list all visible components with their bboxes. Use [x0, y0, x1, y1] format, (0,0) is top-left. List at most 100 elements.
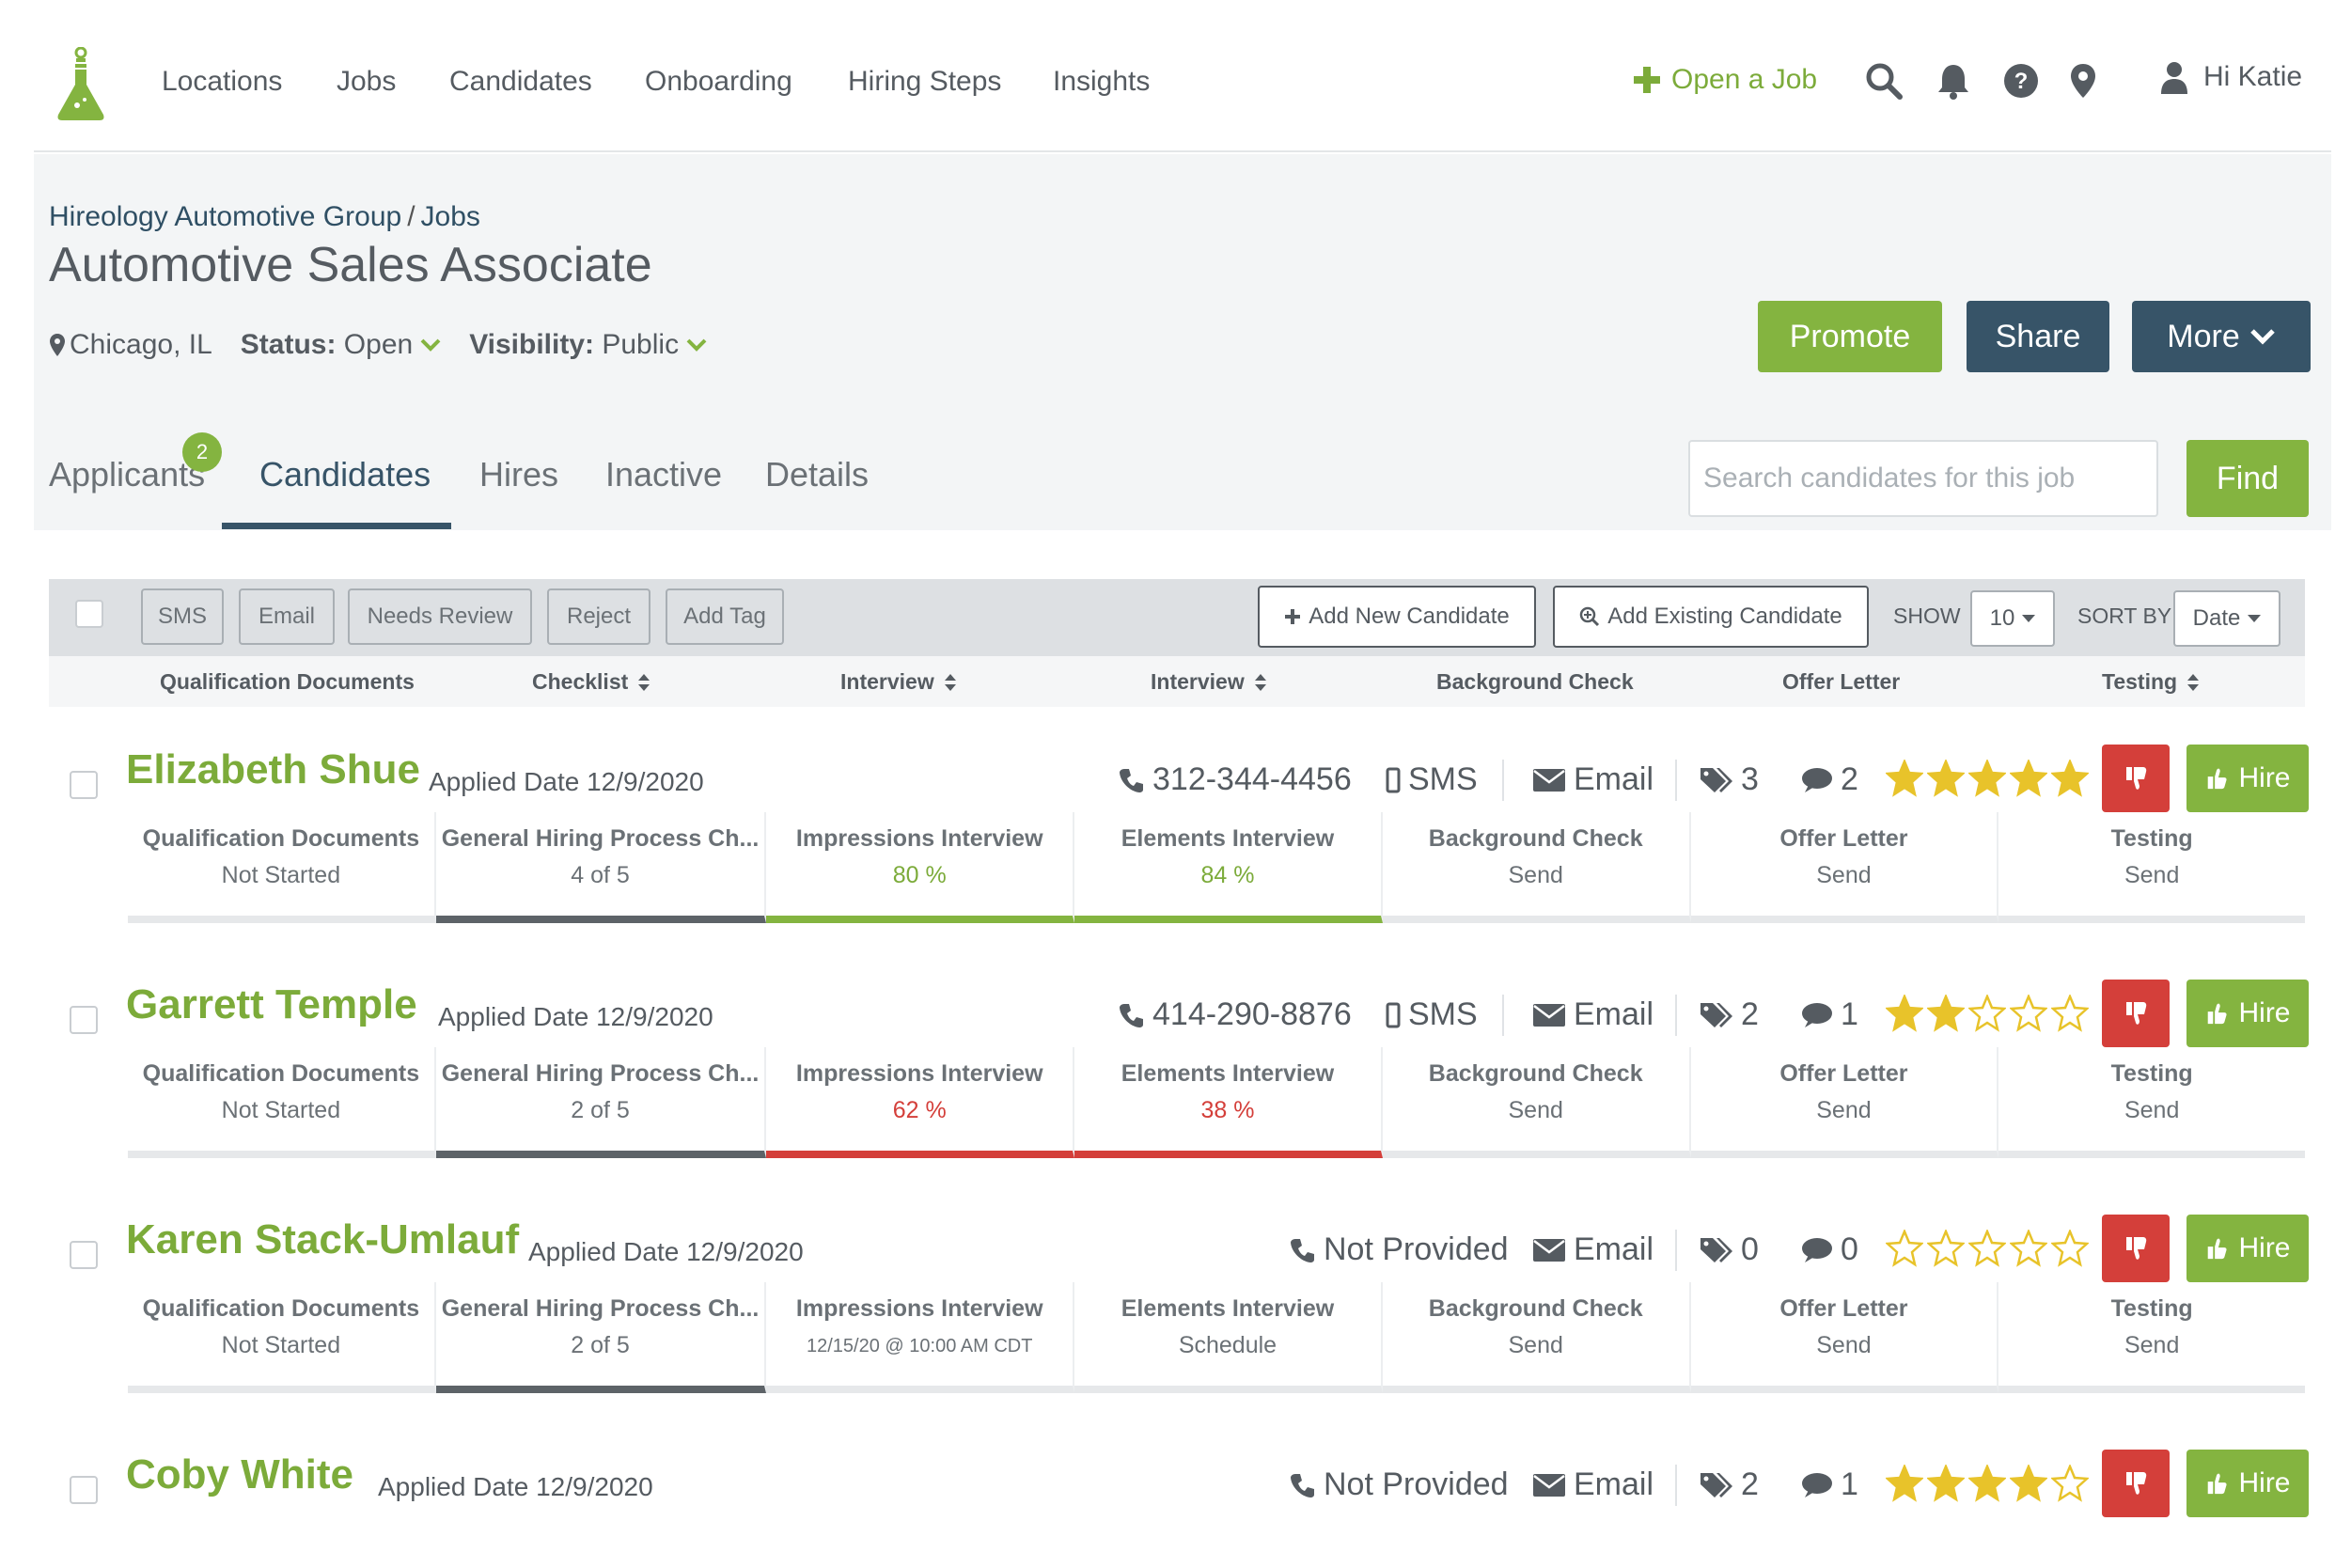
tab-applicants[interactable]: Applicants — [49, 455, 206, 494]
star-empty-icon[interactable] — [2010, 1230, 2047, 1267]
email-link[interactable]: Email — [1532, 1231, 1654, 1268]
nav-hiring-steps[interactable]: Hiring Steps — [848, 66, 1002, 97]
email-link[interactable]: Email — [1532, 1466, 1654, 1503]
col-interview-1[interactable]: Interview — [840, 669, 957, 695]
promote-button[interactable]: Promote — [1758, 301, 1942, 372]
star-rating[interactable] — [1886, 1465, 2089, 1502]
hireology-logo-icon[interactable] — [56, 47, 105, 120]
star-empty-icon[interactable] — [2010, 995, 2047, 1032]
col-interview-2[interactable]: Interview — [1151, 669, 1267, 695]
share-button[interactable]: Share — [1967, 301, 2109, 372]
step-elements-interview[interactable]: Elements Interview Schedule — [1074, 1282, 1383, 1393]
star-filled-icon[interactable] — [1886, 1465, 1923, 1502]
nav-jobs[interactable]: Jobs — [337, 66, 397, 97]
star-filled-icon[interactable] — [1927, 995, 1965, 1032]
star-rating[interactable] — [1886, 995, 2089, 1032]
breadcrumb-jobs[interactable]: Jobs — [420, 201, 480, 232]
phone[interactable]: 414-290-8876 — [1119, 996, 1352, 1033]
hire-button[interactable]: Hire — [2186, 1450, 2309, 1517]
step-background-check[interactable]: Background Check Send — [1382, 1047, 1691, 1158]
select-all-checkbox[interactable] — [75, 600, 103, 628]
step-qualification-documents[interactable]: Qualification Documents Not Started — [128, 1047, 436, 1158]
star-empty-icon[interactable] — [1927, 1230, 1965, 1267]
star-empty-icon[interactable] — [1886, 1230, 1923, 1267]
hire-button[interactable]: Hire — [2186, 1215, 2309, 1282]
star-rating[interactable] — [1886, 1230, 2089, 1267]
more-button[interactable]: More — [2132, 301, 2311, 372]
star-filled-icon[interactable] — [1886, 760, 1923, 797]
star-filled-icon[interactable] — [1886, 995, 1923, 1032]
step-qualification-documents[interactable]: Qualification Documents Not Started — [128, 812, 436, 923]
step-elements-interview[interactable]: Elements Interview 84 % — [1074, 812, 1383, 923]
tags-count[interactable]: 3 — [1700, 761, 1759, 798]
add-tag-button[interactable]: Add Tag — [666, 588, 784, 645]
step-checklist[interactable]: General Hiring Process Ch... 4 of 5 — [435, 812, 767, 923]
phone[interactable]: 312-344-4456 — [1119, 761, 1352, 798]
step-impressions-interview[interactable]: Impressions Interview 12/15/20 @ 10:00 AM… — [766, 1282, 1075, 1393]
step-elements-interview[interactable]: Elements Interview 38 % — [1074, 1047, 1383, 1158]
tab-candidates[interactable]: Candidates — [259, 455, 431, 494]
step-offer-letter[interactable]: Offer Letter Send — [1690, 1047, 1999, 1158]
star-rating[interactable] — [1886, 760, 2089, 797]
star-empty-icon[interactable] — [2051, 1465, 2089, 1502]
step-offer-letter[interactable]: Offer Letter Send — [1690, 1282, 1999, 1393]
comments-count[interactable]: 1 — [1801, 1466, 1858, 1503]
star-empty-icon[interactable] — [1968, 1230, 2006, 1267]
email-link[interactable]: Email — [1532, 996, 1654, 1033]
nav-candidates[interactable]: Candidates — [449, 66, 592, 97]
star-filled-icon[interactable] — [2010, 1465, 2047, 1502]
tags-count[interactable]: 0 — [1700, 1231, 1759, 1268]
sms-link[interactable]: SMS — [1386, 996, 1478, 1033]
step-testing[interactable]: Testing Send — [1998, 1047, 2306, 1158]
breadcrumb-company[interactable]: Hireology Automotive Group — [49, 201, 402, 232]
candidate-name[interactable]: Coby White — [126, 1451, 353, 1497]
col-testing[interactable]: Testing — [2102, 669, 2200, 695]
bell-icon[interactable] — [1935, 62, 1972, 100]
nav-locations[interactable]: Locations — [162, 66, 283, 97]
candidate-checkbox[interactable] — [70, 771, 98, 799]
star-filled-icon[interactable] — [1968, 1465, 2006, 1502]
candidate-name[interactable]: Garrett Temple — [126, 981, 417, 1027]
col-checklist[interactable]: Checklist — [532, 669, 650, 695]
chevron-down-icon[interactable] — [420, 338, 441, 352]
candidate-name[interactable]: Elizabeth Shue — [126, 746, 420, 792]
tags-count[interactable]: 2 — [1700, 996, 1759, 1033]
chevron-down-icon[interactable] — [686, 338, 707, 352]
hire-button[interactable]: Hire — [2186, 745, 2309, 812]
reject-button[interactable] — [2102, 1215, 2170, 1282]
star-filled-icon[interactable] — [2010, 760, 2047, 797]
star-filled-icon[interactable] — [1927, 1465, 1965, 1502]
tags-count[interactable]: 2 — [1700, 1466, 1759, 1503]
step-background-check[interactable]: Background Check Send — [1382, 812, 1691, 923]
candidate-checkbox[interactable] — [70, 1006, 98, 1034]
step-qualification-documents[interactable]: Qualification Documents Not Started — [128, 1282, 436, 1393]
sort-by-select[interactable]: Date — [2173, 590, 2280, 647]
tab-details[interactable]: Details — [765, 455, 870, 494]
reject-button[interactable] — [2102, 745, 2170, 812]
nav-onboarding[interactable]: Onboarding — [645, 66, 792, 97]
tab-inactive[interactable]: Inactive — [605, 455, 723, 494]
needs-review-button[interactable]: Needs Review — [348, 588, 532, 645]
step-testing[interactable]: Testing Send — [1998, 1282, 2306, 1393]
map-marker-icon[interactable] — [2064, 62, 2102, 100]
bulk-sms-button[interactable]: SMS — [141, 588, 224, 645]
hire-button[interactable]: Hire — [2186, 980, 2309, 1047]
sms-link[interactable]: SMS — [1386, 761, 1478, 798]
add-new-candidate-button[interactable]: Add New Candidate — [1258, 586, 1536, 648]
nav-insights[interactable]: Insights — [1053, 66, 1151, 97]
status-dropdown[interactable]: Status: Open — [240, 329, 414, 360]
candidate-checkbox[interactable] — [70, 1476, 98, 1504]
star-empty-icon[interactable] — [1968, 995, 2006, 1032]
visibility-dropdown[interactable]: Visibility: Public — [469, 329, 680, 360]
step-testing[interactable]: Testing Send — [1998, 812, 2306, 923]
comments-count[interactable]: 0 — [1801, 1231, 1858, 1268]
open-job-link[interactable]: Open a Job — [1632, 64, 1817, 96]
star-empty-icon[interactable] — [2051, 1230, 2089, 1267]
bulk-email-button[interactable]: Email — [239, 588, 335, 645]
candidate-checkbox[interactable] — [70, 1241, 98, 1269]
page-size-select[interactable]: 10 — [1970, 590, 2055, 647]
help-icon[interactable]: ? — [2002, 62, 2040, 100]
add-existing-candidate-button[interactable]: Add Existing Candidate — [1553, 586, 1869, 648]
search-icon[interactable] — [1865, 62, 1903, 100]
reject-button[interactable] — [2102, 1450, 2170, 1517]
